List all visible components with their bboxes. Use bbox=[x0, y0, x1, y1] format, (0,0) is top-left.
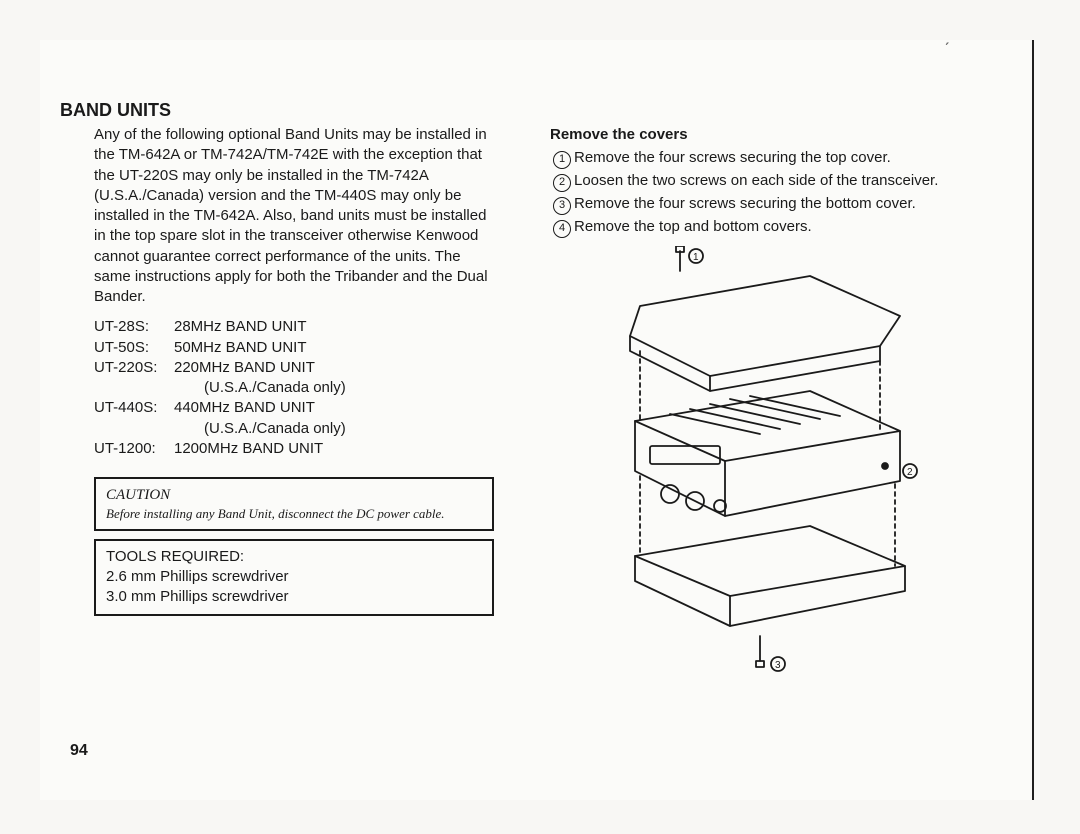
left-column: Any of the following optional Band Units… bbox=[60, 125, 500, 683]
unit-row: UT-440S: 440MHz BAND UNIT bbox=[94, 398, 500, 418]
tools-line: 3.0 mm Phillips screwdriver bbox=[106, 587, 482, 607]
svg-text:1: 1 bbox=[693, 252, 699, 263]
page-number: 94 bbox=[70, 742, 88, 760]
caution-text: Before installing any Band Unit, disconn… bbox=[106, 505, 482, 523]
step-item: 1 Remove the four screws securing the to… bbox=[550, 148, 990, 169]
svg-text:3: 3 bbox=[775, 660, 781, 671]
step-number-icon: 2 bbox=[550, 171, 574, 192]
unit-key: UT-1200: bbox=[94, 439, 174, 459]
unit-value: 440MHz BAND UNIT bbox=[174, 398, 315, 418]
unit-key: UT-220S: bbox=[94, 358, 174, 378]
caution-box: CAUTION Before installing any Band Unit,… bbox=[94, 477, 494, 531]
step-item: 4 Remove the top and bottom covers. bbox=[550, 217, 990, 238]
scan-artifact-mark: ˊ bbox=[944, 40, 950, 61]
unit-row: UT-220S: 220MHz BAND UNIT bbox=[94, 358, 500, 378]
section-heading: BAND UNITS bbox=[60, 100, 1020, 121]
unit-value: 1200MHz BAND UNIT bbox=[174, 439, 323, 459]
step-item: 3 Remove the four screws securing the bo… bbox=[550, 194, 990, 215]
remove-covers-steps: 1 Remove the four screws securing the to… bbox=[550, 148, 990, 238]
two-column-layout: Any of the following optional Band Units… bbox=[60, 125, 1020, 683]
tools-box: TOOLS REQUIRED: 2.6 mm Phillips screwdri… bbox=[94, 539, 494, 616]
unit-value: 220MHz BAND UNIT bbox=[174, 358, 315, 378]
unit-key: UT-28S: bbox=[94, 317, 174, 337]
content-area: BAND UNITS Any of the following optional… bbox=[60, 100, 1020, 683]
svg-text:2: 2 bbox=[907, 467, 913, 478]
caution-title: CAUTION bbox=[106, 485, 482, 505]
unit-row: UT-50S: 50MHz BAND UNIT bbox=[94, 338, 500, 358]
unit-key: UT-440S: bbox=[94, 398, 174, 418]
step-text: Remove the four screws securing the top … bbox=[574, 148, 990, 168]
step-item: 2 Loosen the two screws on each side of … bbox=[550, 171, 990, 192]
step-text: Loosen the two screws on each side of th… bbox=[574, 171, 990, 191]
tools-line: 2.6 mm Phillips screwdriver bbox=[106, 567, 482, 587]
intro-paragraph: Any of the following optional Band Units… bbox=[94, 125, 500, 307]
unit-value: 50MHz BAND UNIT bbox=[174, 338, 307, 358]
unit-row: UT-28S: 28MHz BAND UNIT bbox=[94, 317, 500, 337]
page: ˊ BAND UNITS Any of the following option… bbox=[40, 40, 1040, 800]
unit-row: UT-1200: 1200MHz BAND UNIT bbox=[94, 439, 500, 459]
right-column: Remove the covers 1 Remove the four scre… bbox=[550, 125, 990, 683]
unit-key: UT-50S: bbox=[94, 338, 174, 358]
unit-note: (U.S.A./Canada only) bbox=[204, 419, 500, 439]
band-unit-list: UT-28S: 28MHz BAND UNIT UT-50S: 50MHz BA… bbox=[94, 317, 500, 459]
exploded-view-diagram: 1 bbox=[580, 246, 990, 682]
step-text: Remove the four screws securing the bott… bbox=[574, 194, 990, 214]
step-number-icon: 3 bbox=[550, 194, 574, 215]
step-number-icon: 1 bbox=[550, 148, 574, 169]
unit-note: (U.S.A./Canada only) bbox=[204, 378, 500, 398]
transceiver-exploded-svg: 1 bbox=[580, 246, 940, 676]
tools-title: TOOLS REQUIRED: bbox=[106, 547, 482, 567]
page-right-rule bbox=[1032, 40, 1034, 800]
step-number-icon: 4 bbox=[550, 217, 574, 238]
unit-value: 28MHz BAND UNIT bbox=[174, 317, 307, 337]
remove-covers-heading: Remove the covers bbox=[550, 125, 990, 145]
step-text: Remove the top and bottom covers. bbox=[574, 217, 990, 237]
